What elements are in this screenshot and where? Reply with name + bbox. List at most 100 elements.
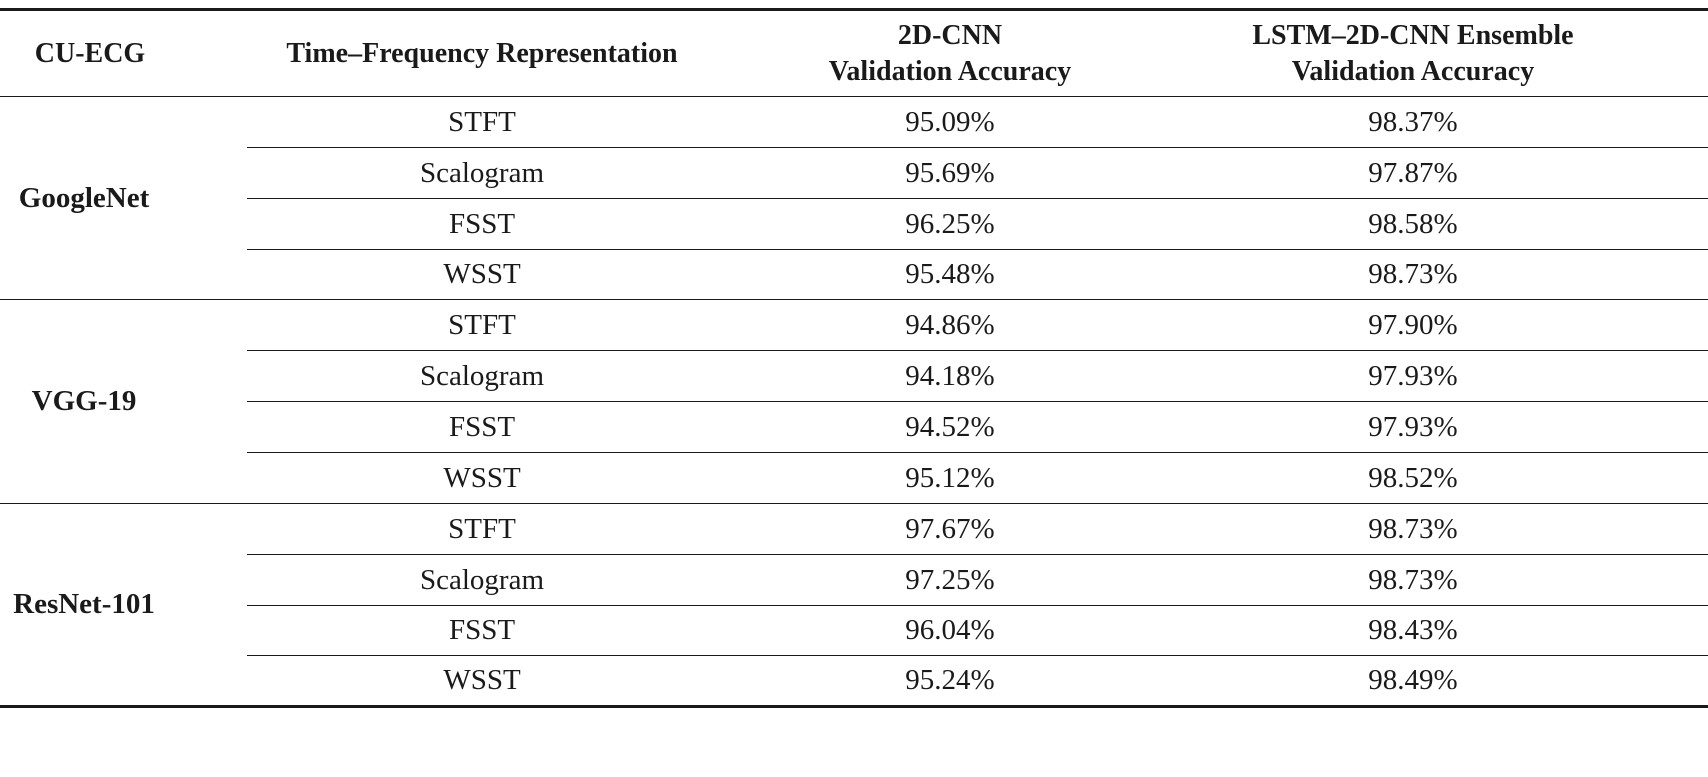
ensemble-accuracy-text: 98.73% [1368,563,1458,596]
ensemble-accuracy-text: 97.90% [1368,308,1458,341]
ensemble-accuracy-text: 98.73% [1368,512,1458,545]
model-label-text: VGG-19 [31,385,137,417]
ensemble-accuracy-cell: 97.87% [1198,148,1628,198]
representation-cell: WSST [247,656,717,705]
representation-cell: FSST [247,199,717,249]
representation-text: FSST [448,410,516,443]
representation-cell: STFT [247,504,717,554]
model-label-text: ResNet-101 [13,588,155,620]
cnn-accuracy-text: 94.86% [905,308,995,341]
row-divider [247,554,1708,555]
cnn-accuracy-cell: 94.52% [770,402,1130,452]
cnn-accuracy-text: 95.69% [905,156,995,189]
header-cnn-line2: Validation Accuracy [828,56,1072,87]
ensemble-accuracy-cell: 97.93% [1198,402,1628,452]
header-ensemble-line2: Validation Accuracy [1291,56,1535,87]
representation-cell: Scalogram [247,555,717,605]
ensemble-accuracy-cell: 98.49% [1198,656,1628,705]
representation-cell: STFT [247,97,717,147]
row-divider [247,350,1708,351]
representation-cell: STFT [247,300,717,350]
ensemble-accuracy-text: 97.93% [1368,410,1458,443]
ensemble-accuracy-cell: 98.73% [1198,250,1628,299]
ensemble-accuracy-cell: 97.93% [1198,351,1628,401]
ensemble-accuracy-cell: 97.90% [1198,300,1628,350]
ensemble-accuracy-cell: 98.52% [1198,453,1628,503]
header-ensemble-line1: LSTM–2D-CNN Ensemble [1252,20,1574,51]
row-divider [247,147,1708,148]
header-dataset: CU-ECG [0,12,180,96]
representation-text: WSST [443,461,521,494]
representation-cell: WSST [247,453,717,503]
cnn-accuracy-text: 97.25% [905,563,995,596]
ensemble-accuracy-text: 98.52% [1368,461,1458,494]
ensemble-accuracy-cell: 98.58% [1198,199,1628,249]
representation-text: WSST [443,258,521,290]
representation-text: Scalogram [419,156,544,189]
cnn-accuracy-cell: 95.24% [770,656,1130,705]
representation-text: FSST [448,614,516,646]
cnn-accuracy-cell: 95.09% [770,97,1130,147]
cnn-accuracy-text: 96.25% [905,207,995,240]
model-label: VGG-19 [0,300,168,503]
cnn-accuracy-cell: 96.04% [770,606,1130,655]
cnn-accuracy-text: 97.67% [905,512,995,545]
model-label: ResNet-101 [0,504,168,705]
representation-cell: WSST [247,250,717,299]
representation-cell: Scalogram [247,351,717,401]
row-divider [247,605,1708,606]
representation-cell: FSST [247,402,717,452]
cnn-accuracy-text: 95.12% [905,461,995,494]
cnn-accuracy-cell: 95.12% [770,453,1130,503]
cnn-accuracy-cell: 97.25% [770,555,1130,605]
cnn-accuracy-text: 94.52% [905,410,995,443]
row-divider [247,655,1708,656]
representation-text: STFT [448,105,516,138]
model-label-text: GoogleNet [18,181,150,214]
ensemble-accuracy-text: 98.49% [1368,664,1458,696]
representation-text: STFT [448,308,516,341]
header-cnn-accuracy: 2D-CNN Validation Accuracy [770,12,1130,96]
cnn-accuracy-cell: 94.18% [770,351,1130,401]
table-top-rule [0,8,1708,11]
cnn-accuracy-text: 96.04% [905,614,995,646]
cnn-accuracy-cell: 95.48% [770,250,1130,299]
header-representation: Time–Frequency Representation [247,12,717,96]
ensemble-accuracy-text: 98.43% [1368,614,1458,646]
cnn-accuracy-cell: 96.25% [770,199,1130,249]
header-cnn-line1: 2D-CNN [897,20,1003,51]
ensemble-accuracy-text: 98.37% [1368,105,1458,138]
ensemble-accuracy-cell: 98.43% [1198,606,1628,655]
table-bottom-rule [0,705,1708,708]
row-divider [247,198,1708,199]
representation-cell: Scalogram [247,148,717,198]
representation-cell: FSST [247,606,717,655]
row-divider [247,401,1708,402]
cnn-accuracy-cell: 94.86% [770,300,1130,350]
cnn-accuracy-text: 95.09% [905,105,995,138]
ensemble-accuracy-text: 98.58% [1368,207,1458,240]
row-divider [247,249,1708,250]
representation-text: FSST [448,207,516,240]
cnn-accuracy-text: 95.48% [905,258,995,290]
representation-text: STFT [448,512,516,545]
header-ensemble-accuracy: LSTM–2D-CNN Ensemble Validation Accuracy [1198,12,1628,96]
cnn-accuracy-cell: 95.69% [770,148,1130,198]
model-label: GoogleNet [0,97,168,299]
cnn-accuracy-text: 95.24% [905,664,995,696]
header-dataset-text: CU-ECG [34,38,146,69]
representation-text: WSST [443,664,521,696]
ensemble-accuracy-text: 97.87% [1368,156,1458,189]
group-divider [0,503,1708,504]
ensemble-accuracy-cell: 98.37% [1198,97,1628,147]
ensemble-accuracy-cell: 98.73% [1198,504,1628,554]
group-divider [0,299,1708,300]
cnn-accuracy-text: 94.18% [905,359,995,392]
ensemble-accuracy-text: 98.73% [1368,258,1458,290]
ensemble-accuracy-cell: 98.73% [1198,555,1628,605]
header-rule [0,96,1708,97]
representation-text: Scalogram [419,563,544,596]
header-representation-text: Time–Frequency Representation [286,38,678,69]
row-divider [247,452,1708,453]
